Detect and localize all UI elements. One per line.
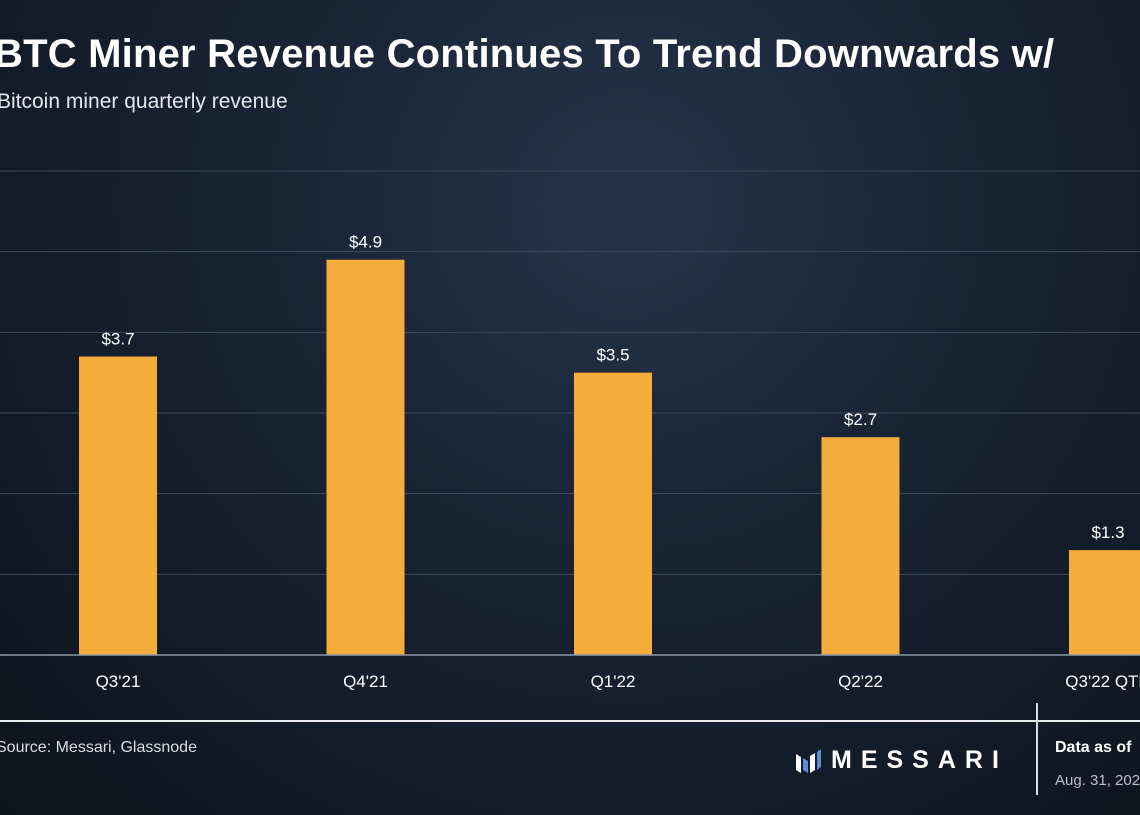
data-labels: $3.7 $4.9 $3.5 $2.7 $1.3 [101,233,1124,542]
data-label-0: $3.7 [101,330,134,349]
messari-logo-icon [796,748,821,773]
brand-name: MESSARI [831,746,1008,774]
data-label-3: $2.7 [844,410,877,429]
gridlines [0,170,1140,575]
x-tick-label-3: Q2'22 [838,672,883,691]
footer-rule [0,720,1140,722]
x-tick-label-4: Q3'22 QTD [1065,672,1140,691]
footer-divider [1036,703,1038,795]
x-tick-label-2: Q1'22 [591,672,636,691]
bars [79,259,1140,655]
data-label-2: $3.5 [596,346,629,365]
chart-subtitle: Bitcoin miner quarterly revenue [0,90,288,113]
chart-title: BTC Miner Revenue Continues To Trend Dow… [0,32,1055,76]
source-note: Source: Messari, Glassnode [0,739,197,756]
bar-1 [326,259,405,655]
bar-4 [1069,550,1140,655]
bar-3 [821,437,900,655]
data-label-4: $1.3 [1091,523,1124,542]
x-tick-labels: Q3'21 Q4'21 Q1'22 Q2'22 Q3'22 QTD [96,672,1140,691]
bar-0 [79,356,157,655]
bar-2 [574,372,652,655]
data-as-of-label: Data as of [1055,739,1132,756]
brand-lockup: MESSARI [795,746,1008,775]
data-label-1: $4.9 [349,233,382,252]
x-tick-label-1: Q4'21 [343,672,388,691]
data-date: Aug. 31, 2022 [1055,772,1140,789]
bar-chart: $3.7 $4.9 $3.5 $2.7 $1.3 Q3'21 Q4'21 Q1'22 Q2'2… [0,170,1140,691]
x-tick-label-0: Q3'21 [96,672,141,691]
